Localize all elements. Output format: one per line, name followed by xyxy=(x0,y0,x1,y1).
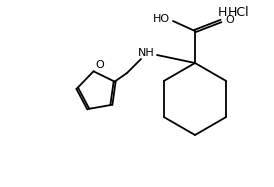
Text: O: O xyxy=(226,15,234,25)
Text: H: H xyxy=(218,5,227,19)
Text: O: O xyxy=(95,60,104,70)
Text: NH: NH xyxy=(138,48,154,58)
Text: HCl: HCl xyxy=(228,5,250,19)
Text: HO: HO xyxy=(152,14,170,24)
